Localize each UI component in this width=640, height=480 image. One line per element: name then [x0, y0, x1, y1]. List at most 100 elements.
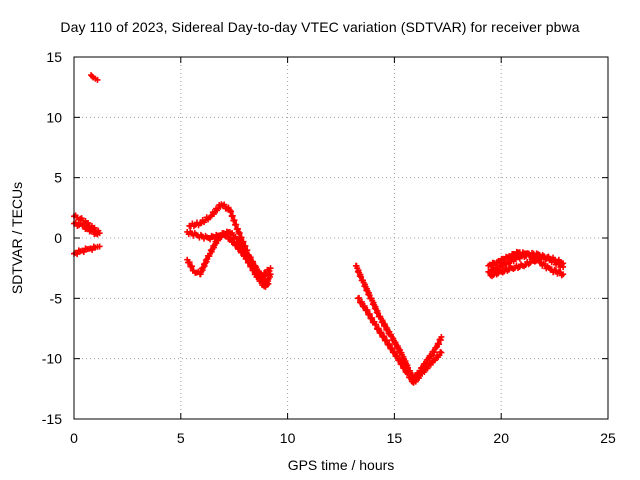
- data-marker: [211, 235, 218, 242]
- data-marker: [499, 263, 506, 270]
- y-tick-label: -5: [50, 290, 63, 306]
- data-marker: [558, 272, 565, 279]
- data-marker: [428, 359, 435, 366]
- data-marker: [380, 334, 387, 341]
- x-tick-label: 25: [600, 430, 616, 446]
- x-tick-label: 5: [177, 430, 185, 446]
- data-marker: [266, 273, 273, 280]
- data-marker: [510, 258, 517, 265]
- data-marker: [356, 294, 363, 301]
- data-marker: [80, 248, 87, 255]
- data-marker: [541, 253, 548, 260]
- data-marker: [256, 269, 263, 276]
- series-track-1c: [71, 243, 103, 258]
- data-marker: [357, 299, 364, 306]
- x-axis-label: GPS time / hours: [287, 457, 395, 473]
- data-marker: [399, 360, 406, 367]
- data-marker: [521, 254, 528, 261]
- data-marker: [204, 234, 211, 241]
- data-marker: [80, 222, 87, 229]
- data-marker: [374, 326, 381, 333]
- data-marker: [386, 341, 393, 348]
- data-marker: [234, 225, 241, 232]
- y-tick-label: 15: [46, 49, 62, 65]
- data-marker: [417, 372, 424, 379]
- data-marker: [391, 348, 398, 355]
- data-marker: [558, 261, 565, 268]
- data-marker: [407, 373, 414, 380]
- data-marker: [388, 345, 395, 352]
- data-marker: [89, 246, 96, 253]
- data-marker: [513, 254, 520, 261]
- grid: [74, 57, 608, 419]
- series-track-1a: [71, 212, 103, 237]
- data-marker: [396, 357, 403, 364]
- data-marker: [486, 269, 493, 276]
- x-tick-label: 20: [493, 430, 509, 446]
- data-marker: [516, 255, 523, 262]
- data-marker: [222, 232, 229, 239]
- data-marker: [94, 243, 101, 250]
- data-marker: [405, 369, 412, 376]
- chart-title: Day 110 of 2023, Sidereal Day-to-day VTE…: [60, 19, 580, 35]
- data-marker: [555, 260, 562, 267]
- ticks: [73, 56, 609, 420]
- y-tick-label: 10: [46, 109, 62, 125]
- data-marker: [225, 204, 232, 211]
- data-marker: [86, 228, 93, 235]
- data-marker: [377, 330, 384, 337]
- data-marker: [375, 325, 382, 332]
- data-marker: [85, 224, 92, 231]
- data-marker: [491, 268, 498, 275]
- data-marker: [398, 361, 405, 368]
- data-layer: [71, 72, 567, 386]
- data-marker: [360, 303, 367, 310]
- y-tick-label: 5: [54, 170, 62, 186]
- data-marker: [361, 302, 368, 309]
- x-tick-label: 10: [280, 430, 296, 446]
- data-marker: [437, 348, 444, 355]
- series-track-2c: [186, 201, 274, 287]
- data-marker: [221, 201, 228, 208]
- series-track-4c: [485, 249, 567, 276]
- y-tick-label: -15: [42, 411, 62, 427]
- series-track-3b: [355, 294, 445, 386]
- data-marker: [381, 333, 388, 340]
- data-marker: [259, 273, 266, 280]
- series-track-2a: [184, 230, 272, 290]
- data-marker: [189, 263, 196, 270]
- data-marker: [262, 270, 269, 277]
- data-marker: [207, 236, 214, 243]
- data-marker: [358, 298, 365, 305]
- data-marker: [545, 255, 552, 262]
- data-marker: [265, 267, 272, 274]
- data-marker: [400, 365, 407, 372]
- data-marker: [436, 352, 443, 359]
- data-marker: [89, 227, 96, 234]
- data-marker: [401, 364, 408, 371]
- data-marker: [373, 321, 380, 328]
- data-marker: [385, 341, 392, 348]
- data-marker: [389, 344, 396, 351]
- x-tick-label: 15: [387, 430, 403, 446]
- data-marker: [383, 337, 390, 344]
- data-marker: [433, 344, 440, 351]
- series-track-outlier: [88, 72, 101, 83]
- data-marker: [186, 259, 193, 266]
- data-marker: [89, 73, 96, 80]
- data-marker: [551, 258, 558, 265]
- data-marker: [437, 337, 444, 344]
- data-marker: [424, 356, 431, 363]
- tick-labels: 0 5 10 15 20 25 15 10 5 0 -5 -10 -15: [42, 49, 616, 446]
- series-track-1b: [71, 219, 101, 238]
- data-marker: [495, 266, 502, 273]
- data-marker: [217, 233, 224, 240]
- data-marker: [506, 260, 513, 267]
- x-tick-label: 0: [70, 430, 78, 446]
- data-marker: [394, 352, 401, 359]
- data-marker: [396, 356, 403, 363]
- y-tick-label: 0: [54, 230, 62, 246]
- data-marker: [77, 220, 84, 227]
- data-marker: [378, 329, 385, 336]
- data-marker: [214, 232, 221, 239]
